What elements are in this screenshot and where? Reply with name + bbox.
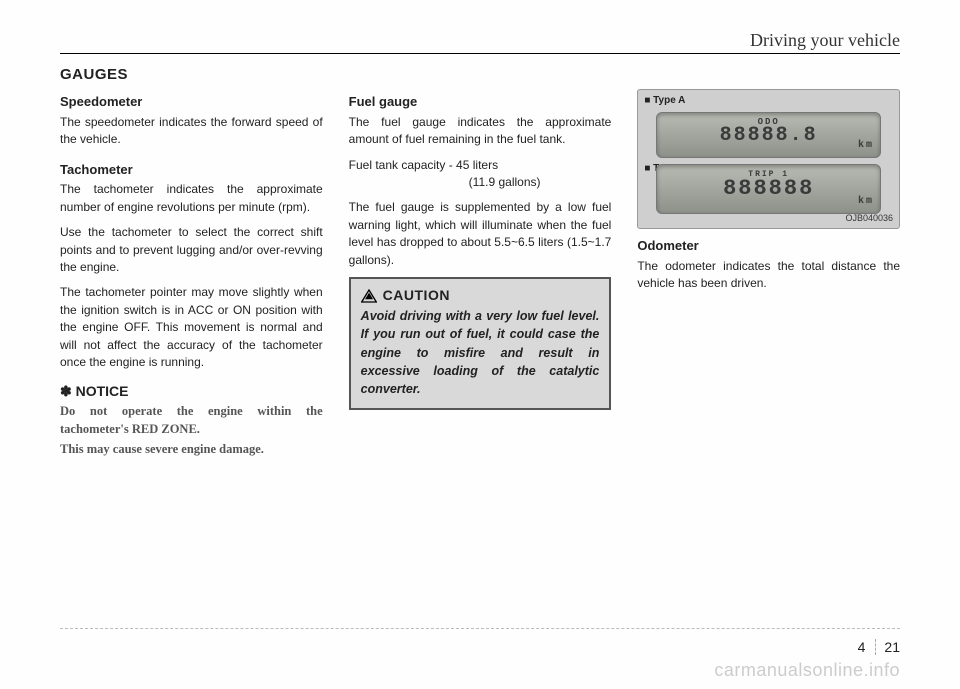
column-3: ■ Type A ODO 88888.8 km ■ Type B TRIP 1 …	[637, 89, 900, 466]
illustration-code: OJB040036	[845, 212, 893, 225]
fuel-capacity-line1: Fuel tank capacity - 45 liters	[349, 157, 612, 174]
notice-p1: Do not operate the engine within the tac…	[60, 402, 323, 438]
tachometer-p1: The tachometer indicates the approximate…	[60, 181, 323, 216]
lcd-type-b: TRIP 1 888888 km	[656, 164, 881, 214]
column-1: Speedometer The speedometer indicates th…	[60, 89, 323, 466]
fuel-p1: The fuel gauge indicates the approximate…	[349, 114, 612, 149]
fuel-heading: Fuel gauge	[349, 93, 612, 112]
section-header: Driving your vehicle	[60, 30, 900, 51]
tachometer-heading: Tachometer	[60, 161, 323, 180]
fuel-p3: The fuel gauge is supplemented by a low …	[349, 199, 612, 269]
type-b-trip: TRIP 1	[748, 169, 789, 181]
caution-title-row: CAUTION	[361, 285, 600, 305]
tachometer-p2: Use the tachometer to select the correct…	[60, 224, 323, 276]
page-footer: 4 21	[858, 639, 900, 655]
caution-body: Avoid driving with a very low fuel level…	[361, 307, 600, 398]
odometer-illustration: ■ Type A ODO 88888.8 km ■ Type B TRIP 1 …	[637, 89, 900, 229]
content-columns: Speedometer The speedometer indicates th…	[60, 89, 900, 466]
notice-p2: This may cause severe engine damage.	[60, 440, 323, 458]
header-rule	[60, 53, 900, 54]
page-title: GAUGES	[60, 66, 900, 83]
lcd-type-a: ODO 88888.8 km	[656, 112, 881, 158]
speedometer-heading: Speedometer	[60, 93, 323, 112]
footer-perforation	[60, 628, 900, 629]
type-a-unit: km	[858, 139, 874, 154]
odometer-heading: Odometer	[637, 237, 900, 256]
caution-triangle-icon	[361, 288, 377, 302]
speedometer-body: The speedometer indicates the forward sp…	[60, 114, 323, 149]
column-2: Fuel gauge The fuel gauge indicates the …	[349, 89, 612, 466]
odo-label: ODO	[758, 116, 780, 129]
fuel-capacity-line2: (11.9 gallons)	[349, 174, 612, 191]
type-b-unit: km	[858, 195, 874, 210]
type-a-label: ■ Type A	[644, 94, 685, 109]
caution-box: CAUTION Avoid driving with a very low fu…	[349, 277, 612, 410]
tachometer-p3: The tachometer pointer may move slightly…	[60, 284, 323, 371]
chapter-number: 4	[858, 639, 877, 655]
odometer-body: The odometer indicates the total distanc…	[637, 258, 900, 293]
page-number: 21	[878, 639, 900, 655]
caution-title-text: CAUTION	[383, 285, 450, 305]
notice-label: ✽ NOTICE	[60, 381, 323, 401]
watermark: carmanualsonline.info	[714, 660, 900, 681]
